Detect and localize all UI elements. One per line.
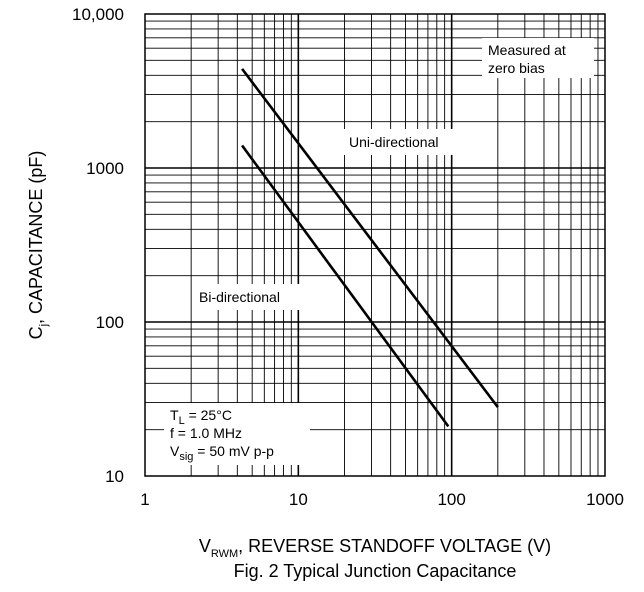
measured-label-line1: Measured at: [488, 42, 566, 58]
condition-signal-voltage: Vsig = 50 mV p-p: [170, 443, 274, 463]
y-tick-label: 10: [105, 467, 124, 486]
bi-directional-label: Bi-directional: [199, 289, 280, 305]
measured-label-background: [482, 38, 594, 78]
y-tick-labels: 10 100 1000 10,000: [72, 5, 124, 486]
conditions-background: [164, 403, 310, 465]
plot-frame: [144, 13, 606, 477]
condition-frequency: f = 1.0 MHz: [170, 425, 242, 441]
x-tick-label: 1: [140, 490, 149, 509]
y-axis-label: Cj, CAPACITANCE (pF): [26, 151, 50, 340]
condition-temperature: TL = 25°C: [170, 407, 232, 427]
series-line-bi-directional: [241, 144, 450, 428]
measured-label-line2: zero bias: [488, 60, 545, 76]
uni-directional-label-background: [343, 129, 461, 155]
y-tick-label: 1000: [86, 159, 124, 178]
uni-directional-label: Uni-directional: [349, 134, 438, 150]
series-lines: [241, 68, 499, 428]
caption: Fig. 2 Typical Junction Capacitance: [234, 561, 517, 581]
bi-directional-label-background: [193, 284, 303, 310]
y-tick-label: 10,000: [72, 5, 124, 24]
x-axis-label: VRWM, REVERSE STANDOFF VOLTAGE (V): [199, 536, 551, 560]
x-tick-label: 10: [289, 490, 308, 509]
y-tick-label: 100: [96, 313, 124, 332]
x-tick-label: 100: [437, 490, 465, 509]
x-tick-label: 1000: [586, 490, 624, 509]
series-line-uni-directional: [241, 68, 499, 408]
x-tick-labels: 1 10 100 1000: [140, 490, 624, 509]
